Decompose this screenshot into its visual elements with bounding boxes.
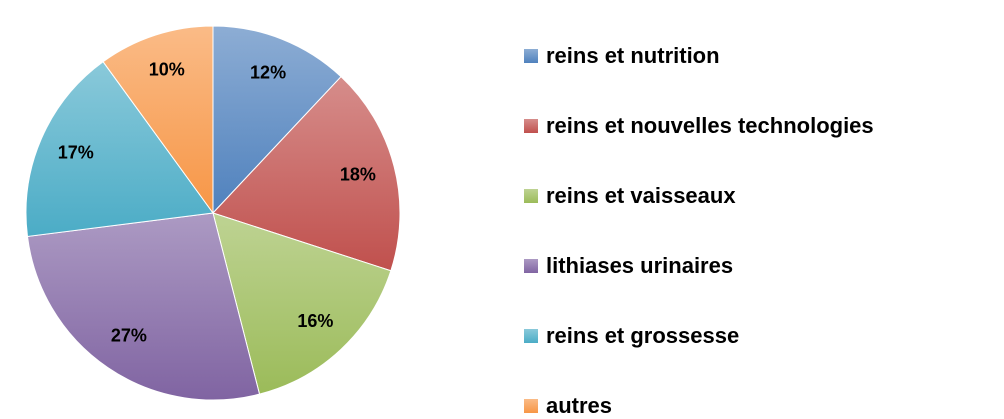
legend-swatch xyxy=(524,259,538,273)
pie-slice xyxy=(212,25,342,215)
legend-label: reins et grossesse xyxy=(546,323,739,348)
legend-label: lithiases urinaires xyxy=(546,253,733,278)
legend-swatch xyxy=(524,49,538,63)
pie-slice xyxy=(26,212,261,401)
data-label: 12% xyxy=(250,63,286,83)
pie-slice xyxy=(212,212,392,395)
pie-slice xyxy=(25,61,214,237)
legend-label: reins et nouvelles technologies xyxy=(546,113,874,138)
legend-label: reins et nutrition xyxy=(546,43,720,68)
pie-slice xyxy=(102,25,214,215)
data-label: 17% xyxy=(58,142,94,162)
legend-label: autres xyxy=(546,393,612,418)
legend-swatch xyxy=(524,119,538,133)
data-label: 27% xyxy=(111,325,147,345)
legend-swatch xyxy=(524,399,538,413)
legend-swatch xyxy=(524,329,538,343)
legend-swatch xyxy=(524,189,538,203)
data-label: 16% xyxy=(297,311,333,331)
data-label: 10% xyxy=(149,59,185,79)
legend-label: reins et vaisseaux xyxy=(546,183,736,208)
pie-slice xyxy=(212,75,401,272)
data-label: 18% xyxy=(340,165,376,185)
